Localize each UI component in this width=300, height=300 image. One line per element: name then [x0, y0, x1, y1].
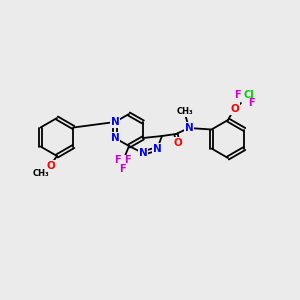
- Text: CH₃: CH₃: [33, 169, 49, 178]
- Text: F: F: [248, 98, 254, 108]
- Text: Cl: Cl: [244, 90, 254, 100]
- Text: CH₃: CH₃: [177, 107, 193, 116]
- Text: N: N: [184, 123, 194, 133]
- Text: O: O: [231, 104, 239, 114]
- Text: N: N: [111, 133, 119, 143]
- Text: N: N: [139, 148, 147, 158]
- Text: F: F: [119, 164, 125, 174]
- Text: N: N: [153, 144, 161, 154]
- Text: F: F: [124, 155, 130, 165]
- Text: F: F: [114, 155, 120, 165]
- Text: O: O: [46, 161, 56, 171]
- Text: F: F: [234, 90, 240, 100]
- Text: N: N: [111, 117, 119, 127]
- Text: O: O: [174, 138, 182, 148]
